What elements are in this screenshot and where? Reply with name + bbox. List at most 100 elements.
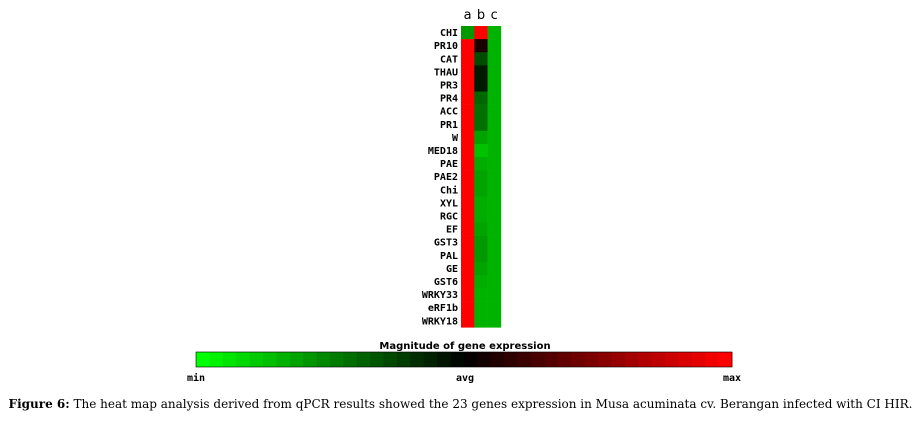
row-label: XYL: [440, 198, 458, 209]
legend-title: Magnitude of gene expression: [379, 341, 550, 352]
legend-swatch: [504, 352, 518, 367]
heatmap-cell: [474, 196, 488, 210]
legend-swatch: [196, 352, 210, 367]
heatmap-cell: [461, 209, 475, 223]
heatmap-cell: [474, 248, 488, 263]
heatmap-cell: [461, 314, 475, 328]
legend-swatch: [410, 352, 425, 367]
legend-swatch: [370, 352, 384, 367]
heatmap-cell: [474, 170, 488, 184]
heatmap-cell: [461, 130, 475, 145]
heatmap-cell: [474, 52, 488, 66]
legend-swatch: [356, 352, 371, 367]
heatmap-cell: [487, 91, 502, 105]
heatmap-cell: [474, 117, 488, 132]
heatmap-cell: [474, 288, 488, 302]
heatmap-cell: [474, 26, 488, 40]
legend-swatch: [611, 352, 626, 367]
heatmap-cell: [461, 183, 475, 197]
heatmap-cell: [461, 196, 475, 210]
heatmap-cell: [487, 261, 502, 276]
heatmap-cell: [461, 235, 475, 249]
legend-swatch: [531, 352, 545, 367]
heatmap-cell: [487, 274, 502, 289]
legend-color-bar: [195, 351, 733, 368]
heatmap-cell: [474, 301, 488, 315]
heatmap-cell: [487, 39, 502, 53]
row-label: PR3: [440, 80, 458, 91]
legend-swatch: [624, 352, 639, 367]
legend-swatch: [477, 352, 492, 367]
heatmap-cell: [474, 274, 488, 289]
legend-swatch: [263, 352, 277, 367]
heatmap-cell: [487, 130, 502, 145]
legend-swatch: [330, 352, 344, 367]
legend-swatch: [209, 352, 224, 367]
heatmap-cell: [474, 39, 488, 53]
legend-swatch: [718, 352, 733, 367]
heatmap-cell: [461, 301, 475, 315]
row-label: EF: [446, 225, 458, 236]
legend-swatch: [665, 352, 679, 367]
legend-swatch: [397, 352, 411, 367]
caption-text: The heat map analysis derived from qPCR …: [69, 397, 913, 411]
legend-swatch: [383, 352, 398, 367]
heatmap-cell: [461, 78, 475, 92]
row-label: RGC: [440, 211, 458, 222]
heatmap-cell: [487, 301, 502, 315]
row-label: GST3: [434, 238, 458, 249]
legend-min-label: min: [187, 372, 205, 384]
row-label: Chi: [440, 184, 458, 196]
legend-swatch: [316, 352, 331, 367]
row-label: GE: [446, 264, 458, 275]
legend-swatch: [678, 352, 693, 367]
heatmap-cell: [487, 209, 502, 223]
row-label: PR10: [434, 41, 458, 52]
heatmap-cell: [461, 288, 475, 302]
legend-swatch: [598, 352, 612, 367]
heatmap-cell: [487, 65, 502, 79]
row-label: GST6: [434, 277, 458, 288]
legend-swatch: [249, 352, 264, 367]
color-legend: Magnitude of gene expression min avg max: [187, 341, 741, 384]
heatmap-cell: [487, 104, 502, 118]
legend-swatch: [544, 352, 559, 367]
legend-swatch: [584, 352, 599, 367]
row-label: W: [452, 133, 459, 144]
legend-swatch: [437, 352, 451, 367]
heatmap-cell: [474, 143, 488, 158]
row-label: eRF1b: [428, 303, 458, 314]
legend-swatch: [705, 352, 719, 367]
column-label: c: [491, 8, 498, 23]
heatmap-cell: [487, 183, 502, 197]
legend-swatch: [343, 352, 358, 367]
heatmap-cell: [474, 157, 488, 171]
heatmap-cell: [487, 314, 502, 328]
heatmap-cell: [487, 143, 502, 158]
heatmap-cell: [487, 222, 502, 236]
heatmap-cell: [461, 65, 475, 79]
heatmap-cell: [474, 222, 488, 236]
heatmap-cell: [461, 157, 475, 171]
heatmap-cell: [487, 170, 502, 184]
column-label: a: [464, 8, 472, 23]
heatmap-cell: [487, 117, 502, 132]
row-label: PAE: [440, 159, 458, 170]
heatmap-cell: [461, 52, 475, 66]
legend-avg-label: avg: [456, 373, 474, 384]
row-label: PAE2: [434, 172, 458, 183]
legend-swatch: [490, 352, 505, 367]
legend-swatch: [638, 352, 652, 367]
legend-swatch: [691, 352, 706, 367]
legend-swatch: [651, 352, 666, 367]
heatmap-cell: [461, 261, 475, 276]
row-label: MED18: [428, 146, 458, 157]
heatmap-cell: [474, 65, 488, 79]
heatmap-cell: [487, 248, 502, 263]
legend-max-label: max: [723, 373, 741, 384]
legend-swatch: [276, 352, 291, 367]
heatmap-cell: [461, 170, 475, 184]
heatmap-cell: [474, 91, 488, 105]
heatmap-cell: [461, 91, 475, 105]
